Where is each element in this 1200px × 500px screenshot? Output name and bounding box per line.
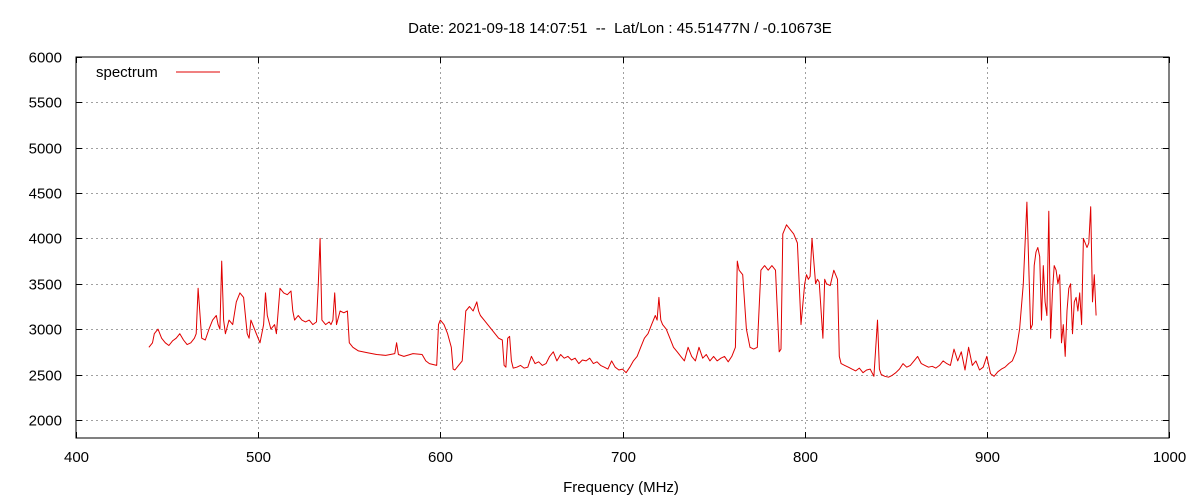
y-tick-label-2000: 2000 <box>29 413 62 430</box>
grid-lines <box>76 57 1169 438</box>
series-layer <box>148 201 1097 378</box>
y-tick-label-4000: 4000 <box>29 231 62 248</box>
tick-labels: 400 500 600 700 800 900 1000 2000 2500 3000 3500 40… <box>29 50 1187 467</box>
x-tick-label-700: 700 <box>611 449 636 466</box>
series-line-spectrum <box>148 201 1097 378</box>
legend: spectrum <box>96 64 220 81</box>
x-tick-label-500: 500 <box>246 449 271 466</box>
x-tick-label-1000: 1000 <box>1153 449 1186 466</box>
y-tick-label-5000: 5000 <box>29 141 62 158</box>
x-tick-label-400: 400 <box>64 449 89 466</box>
plot-frame <box>75 56 1170 439</box>
x-tick-label-800: 800 <box>793 449 818 466</box>
axis-ticks <box>76 57 1170 438</box>
y-tick-label-2500: 2500 <box>29 368 62 385</box>
y-tick-label-4500: 4500 <box>29 186 62 203</box>
x-tick-label-900: 900 <box>975 449 1000 466</box>
y-tick-label-5500: 5500 <box>29 95 62 112</box>
legend-label-spectrum: spectrum <box>96 64 158 81</box>
y-tick-label-6000: 6000 <box>29 50 62 67</box>
y-tick-label-3000: 3000 <box>29 322 62 339</box>
x-tick-label-600: 600 <box>428 449 453 466</box>
x-axis-title: Frequency (MHz) <box>563 479 679 496</box>
y-tick-label-3500: 3500 <box>29 277 62 294</box>
chart-title: Date: 2021-09-18 14:07:51 -- Lat/Lon : 4… <box>408 20 832 37</box>
